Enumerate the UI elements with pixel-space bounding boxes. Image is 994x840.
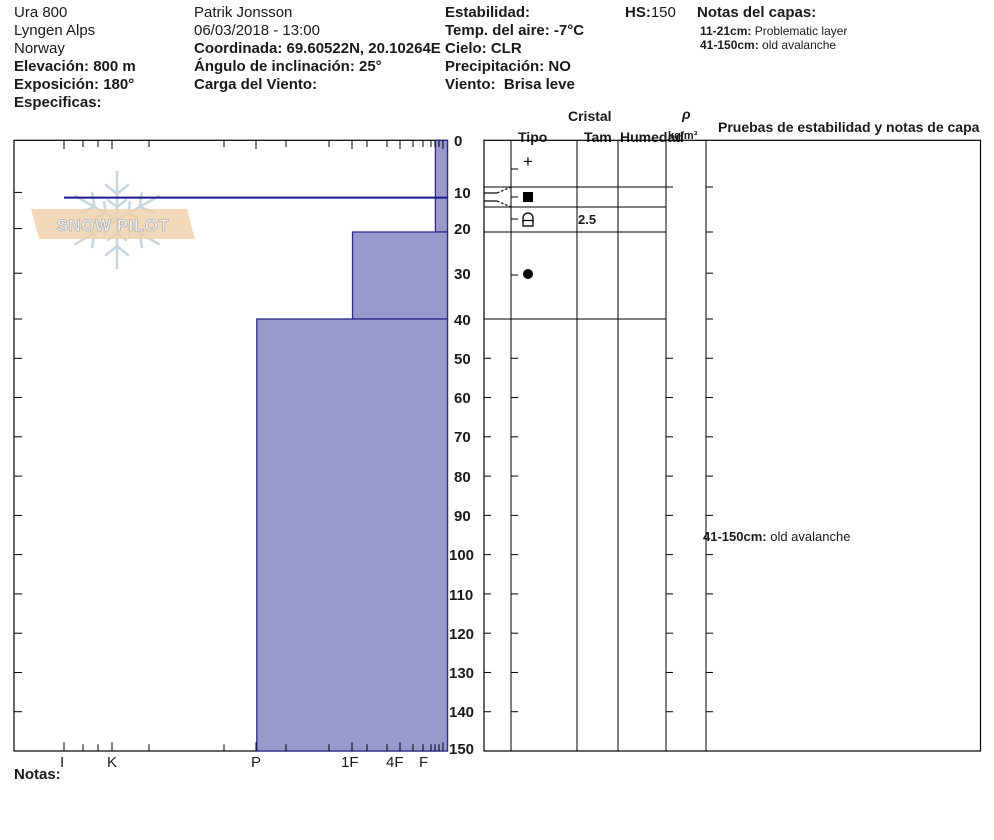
svg-text:+: + — [523, 152, 533, 171]
